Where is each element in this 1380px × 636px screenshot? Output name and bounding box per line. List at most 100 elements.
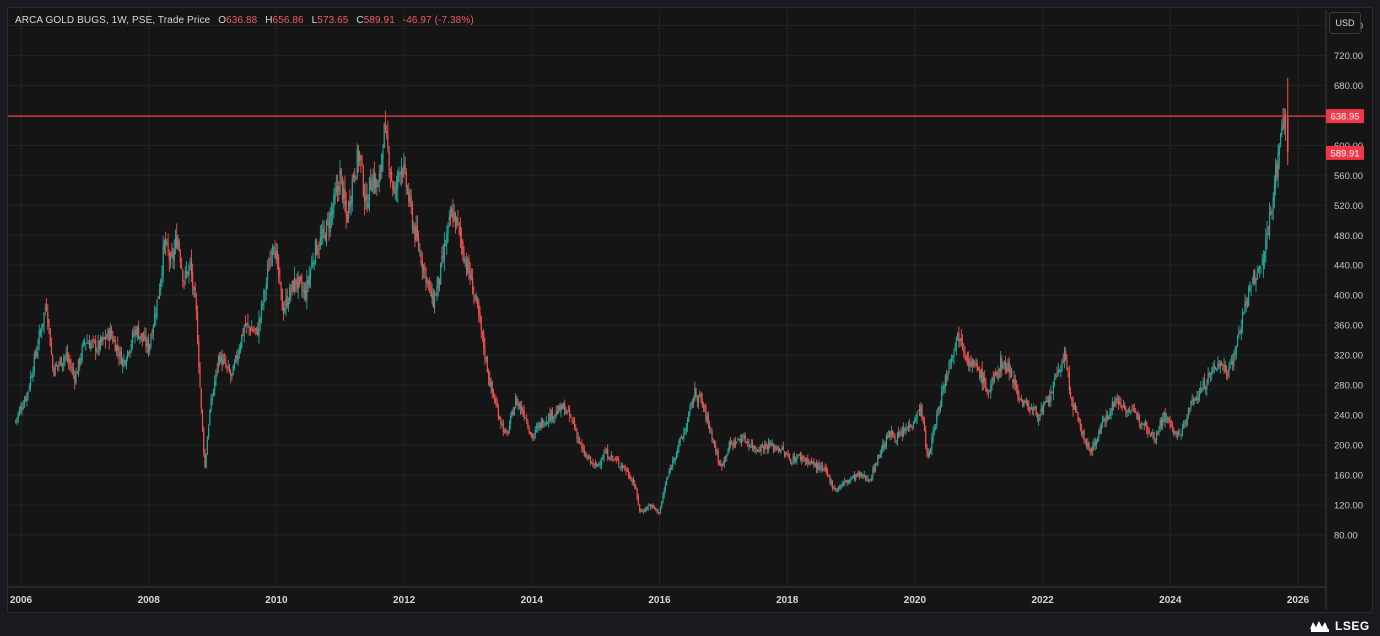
candle-body bbox=[1007, 363, 1009, 372]
candle-body bbox=[640, 509, 642, 512]
currency-button[interactable]: USD bbox=[1329, 12, 1361, 34]
candle-body bbox=[419, 250, 421, 253]
candle-body bbox=[912, 423, 915, 426]
candle-body bbox=[250, 329, 253, 331]
candle-body bbox=[489, 378, 491, 387]
candle-body bbox=[223, 359, 226, 361]
candle-body bbox=[1250, 285, 1252, 287]
candle-body bbox=[1222, 368, 1224, 369]
candle-body bbox=[454, 212, 457, 228]
candle-body bbox=[182, 269, 184, 282]
candle-body bbox=[713, 440, 716, 446]
candle-body bbox=[909, 424, 911, 427]
candle-body bbox=[138, 327, 140, 339]
candle-body bbox=[347, 202, 350, 220]
candle-body bbox=[1246, 300, 1249, 304]
candle-body bbox=[519, 405, 522, 409]
candle-body bbox=[144, 335, 146, 340]
candle-body bbox=[668, 471, 670, 476]
candle-body bbox=[484, 345, 486, 359]
candle-body bbox=[1001, 359, 1003, 370]
candle-body bbox=[453, 214, 455, 220]
candle-body bbox=[275, 251, 277, 262]
candle-body bbox=[122, 359, 124, 366]
candle-body bbox=[618, 460, 620, 466]
candle-body bbox=[783, 451, 786, 455]
candle-body bbox=[1033, 408, 1035, 411]
candle-body bbox=[1209, 373, 1212, 375]
candle-body bbox=[18, 409, 21, 415]
candle-body bbox=[561, 404, 563, 410]
candle-body bbox=[54, 363, 56, 377]
candle-body bbox=[834, 487, 836, 491]
candle-body bbox=[323, 226, 325, 232]
candle-body bbox=[365, 194, 367, 201]
candle-body bbox=[686, 419, 689, 428]
candle-body bbox=[172, 254, 174, 259]
candle-body bbox=[557, 405, 560, 413]
candle-body bbox=[543, 425, 545, 427]
x-tick-label: 2010 bbox=[265, 595, 288, 606]
candle-body bbox=[1227, 373, 1229, 376]
candle-body bbox=[85, 343, 87, 344]
candle-body bbox=[798, 454, 800, 456]
candle-body bbox=[1179, 433, 1181, 435]
candle-body bbox=[286, 296, 288, 307]
candle-body bbox=[623, 466, 625, 468]
candle-body bbox=[743, 435, 745, 438]
candle-body bbox=[964, 352, 966, 355]
candle-body bbox=[487, 371, 490, 379]
candle-body bbox=[462, 241, 464, 254]
candle-body bbox=[650, 504, 652, 508]
candle-body bbox=[797, 454, 799, 457]
candle-body bbox=[532, 435, 534, 438]
candle-body bbox=[1019, 399, 1021, 400]
candle-body bbox=[399, 173, 401, 175]
candle-body bbox=[672, 459, 674, 468]
candle-body bbox=[837, 486, 840, 490]
candle-body bbox=[853, 474, 856, 479]
x-tick-label: 2024 bbox=[1159, 595, 1182, 606]
candle-body bbox=[1011, 369, 1013, 377]
candle-body bbox=[1181, 428, 1183, 437]
candle-body bbox=[944, 375, 946, 387]
candle-body bbox=[1088, 442, 1090, 449]
candle-body bbox=[1218, 364, 1220, 367]
candle-body bbox=[268, 268, 270, 272]
candle-body bbox=[591, 461, 593, 463]
candle-body bbox=[787, 454, 789, 457]
y-tick-label: 160.00 bbox=[1334, 471, 1363, 482]
candle-body bbox=[1121, 406, 1123, 408]
candle-body bbox=[338, 186, 340, 192]
candle-body bbox=[625, 469, 627, 472]
candle-body bbox=[1130, 411, 1132, 414]
candle-body bbox=[1128, 409, 1131, 412]
candle-body bbox=[112, 336, 114, 343]
candle-body bbox=[284, 308, 286, 312]
candle-body bbox=[80, 358, 82, 363]
x-tick-label: 2006 bbox=[10, 595, 33, 606]
candle-body bbox=[600, 460, 603, 466]
candle-body bbox=[176, 235, 178, 248]
last-candle-body bbox=[1286, 117, 1289, 153]
candle-body bbox=[559, 405, 561, 411]
candle-body bbox=[160, 279, 162, 291]
last-price-label: 589.91 bbox=[1330, 148, 1359, 159]
candle-body bbox=[405, 172, 407, 188]
candle-body bbox=[1175, 431, 1177, 434]
candle-body bbox=[883, 444, 885, 448]
candle-body bbox=[936, 414, 938, 426]
candle-body bbox=[587, 456, 589, 460]
candle-body bbox=[654, 508, 657, 510]
candle-body bbox=[918, 408, 921, 416]
candle-body bbox=[445, 244, 447, 246]
candle-body bbox=[831, 480, 833, 488]
candle-body bbox=[16, 417, 18, 420]
candle-body bbox=[126, 350, 129, 358]
candle-body bbox=[156, 299, 158, 318]
candle-body bbox=[1211, 370, 1213, 374]
candle-body bbox=[68, 358, 70, 363]
candle-body bbox=[550, 410, 552, 422]
legend-change: -46.97 (-7.38%) bbox=[402, 15, 474, 26]
